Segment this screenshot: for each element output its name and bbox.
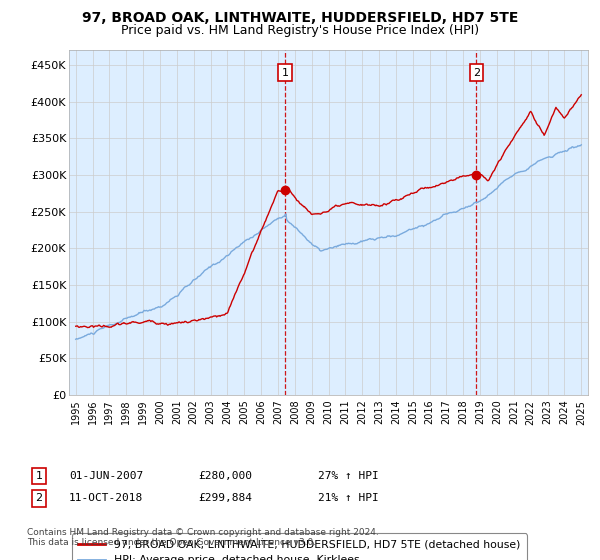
Text: 11-OCT-2018: 11-OCT-2018 bbox=[69, 493, 143, 503]
Text: £299,884: £299,884 bbox=[198, 493, 252, 503]
Text: 97, BROAD OAK, LINTHWAITE, HUDDERSFIELD, HD7 5TE: 97, BROAD OAK, LINTHWAITE, HUDDERSFIELD,… bbox=[82, 11, 518, 25]
Text: 2: 2 bbox=[473, 68, 480, 78]
Text: 01-JUN-2007: 01-JUN-2007 bbox=[69, 471, 143, 481]
Text: £280,000: £280,000 bbox=[198, 471, 252, 481]
Text: Price paid vs. HM Land Registry's House Price Index (HPI): Price paid vs. HM Land Registry's House … bbox=[121, 24, 479, 36]
Legend: 97, BROAD OAK, LINTHWAITE, HUDDERSFIELD, HD7 5TE (detached house), HPI: Average : 97, BROAD OAK, LINTHWAITE, HUDDERSFIELD,… bbox=[72, 534, 527, 560]
Text: 27% ↑ HPI: 27% ↑ HPI bbox=[318, 471, 379, 481]
Text: 2: 2 bbox=[35, 493, 43, 503]
Text: 21% ↑ HPI: 21% ↑ HPI bbox=[318, 493, 379, 503]
Text: Contains HM Land Registry data © Crown copyright and database right 2024.
This d: Contains HM Land Registry data © Crown c… bbox=[27, 528, 379, 547]
Text: 1: 1 bbox=[35, 471, 43, 481]
Text: 1: 1 bbox=[281, 68, 289, 78]
